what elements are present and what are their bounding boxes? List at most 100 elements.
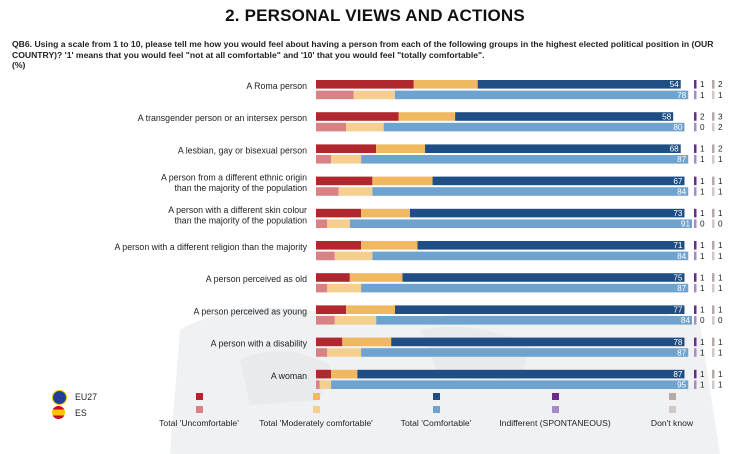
category-label: A woman bbox=[271, 371, 307, 381]
data-label: 75 bbox=[673, 273, 683, 282]
data-label: 2 bbox=[718, 123, 723, 132]
data-label: 1 bbox=[700, 306, 705, 315]
data-label: 0 bbox=[700, 316, 705, 325]
data-label: 84 bbox=[681, 316, 691, 325]
data-label: 1 bbox=[700, 177, 705, 186]
bar-segment-uncomfortable bbox=[316, 273, 350, 282]
marker-dont_know bbox=[712, 305, 715, 314]
marker-indifferent bbox=[694, 80, 697, 89]
bar-segment-comfortable bbox=[361, 155, 689, 164]
data-label: 1 bbox=[718, 209, 723, 218]
data-label: 1 bbox=[718, 91, 723, 100]
bar-segment-uncomfortable bbox=[316, 380, 320, 389]
marker-indifferent bbox=[694, 251, 697, 261]
eu-flag-icon bbox=[52, 390, 67, 405]
data-label: 1 bbox=[700, 381, 705, 390]
data-label: 1 bbox=[700, 209, 705, 218]
legend-swatch-eu bbox=[433, 393, 440, 400]
bar-segment-uncomfortable bbox=[316, 316, 335, 325]
legend-swatch-es bbox=[313, 406, 320, 413]
category-label: A person perceived as old bbox=[206, 274, 307, 284]
category-label: A transgender person or an intersex pers… bbox=[138, 113, 307, 123]
bar-segment-comfortable bbox=[376, 316, 692, 325]
bar-segment-uncomfortable bbox=[316, 283, 328, 293]
category-label: than the majority of the population bbox=[174, 215, 307, 225]
data-label: 0 bbox=[700, 220, 705, 229]
data-label: 58 bbox=[662, 112, 672, 121]
data-label: 87 bbox=[677, 155, 687, 164]
data-label: 2 bbox=[700, 112, 705, 121]
legend-swatch-eu bbox=[552, 393, 559, 400]
bar-segment-comfortable bbox=[394, 305, 685, 314]
marker-dont_know bbox=[712, 208, 715, 218]
bar-segment-uncomfortable bbox=[316, 112, 399, 121]
data-label: 73 bbox=[673, 209, 683, 218]
data-label: 87 bbox=[677, 284, 687, 293]
legend-swatch-eu bbox=[196, 393, 203, 400]
bar-segment-comfortable bbox=[432, 176, 685, 186]
bar-segment-comfortable bbox=[383, 122, 685, 132]
data-label: 87 bbox=[677, 348, 687, 357]
legend-label: Total 'Uncomfortable' bbox=[159, 418, 239, 428]
bar-segment-uncomfortable bbox=[316, 219, 328, 228]
bar-segment-comfortable bbox=[391, 337, 685, 347]
marker-indifferent bbox=[694, 369, 697, 379]
bar-segment-comfortable bbox=[402, 273, 685, 282]
data-label: 1 bbox=[718, 273, 723, 282]
legend-swatch-es bbox=[196, 406, 203, 413]
data-label: 71 bbox=[673, 241, 683, 250]
data-label: 1 bbox=[700, 284, 705, 293]
marker-indifferent bbox=[694, 144, 697, 153]
data-label: 1 bbox=[700, 241, 705, 250]
data-label: 0 bbox=[718, 220, 723, 229]
bar-segment-uncomfortable bbox=[316, 176, 373, 186]
marker-dont_know bbox=[712, 273, 715, 282]
data-label: 1 bbox=[718, 177, 723, 186]
data-label: 78 bbox=[673, 338, 683, 347]
bar-segment-comfortable bbox=[349, 219, 692, 228]
marker-indifferent bbox=[694, 348, 697, 357]
bar-segment-moderately bbox=[413, 80, 478, 89]
marker-indifferent bbox=[694, 122, 697, 132]
category-label: A lesbian, gay or bisexual person bbox=[178, 145, 307, 155]
data-label: 1 bbox=[718, 370, 723, 379]
marker-dont_know bbox=[712, 369, 715, 379]
bar-segment-comfortable bbox=[425, 144, 681, 153]
data-label: 1 bbox=[700, 145, 705, 154]
question-text: QB6. Using a scale from 1 to 10, please … bbox=[12, 39, 732, 71]
category-label: A person with a different religion than … bbox=[114, 242, 307, 252]
marker-dont_know bbox=[712, 122, 715, 132]
data-label: 80 bbox=[673, 123, 683, 132]
bar-segment-moderately bbox=[398, 112, 456, 121]
marker-indifferent bbox=[694, 90, 697, 100]
bar-segment-comfortable bbox=[361, 283, 689, 293]
data-label: 1 bbox=[718, 252, 723, 261]
bar-segment-uncomfortable bbox=[316, 337, 343, 347]
marker-dont_know bbox=[712, 144, 715, 153]
bar-segment-moderately bbox=[349, 273, 403, 282]
marker-indifferent bbox=[694, 305, 697, 314]
bar-segment-uncomfortable bbox=[316, 155, 332, 164]
data-label: 1 bbox=[700, 338, 705, 347]
data-label: 91 bbox=[681, 220, 691, 229]
bar-segment-moderately bbox=[346, 122, 384, 132]
bar-segment-comfortable bbox=[372, 251, 689, 261]
data-label: 1 bbox=[700, 348, 705, 357]
bar-segment-moderately bbox=[331, 369, 358, 379]
data-label: 77 bbox=[673, 306, 683, 315]
marker-dont_know bbox=[712, 155, 715, 164]
data-label: 2 bbox=[718, 145, 723, 154]
category-label: A person with a different skin colour bbox=[168, 205, 307, 215]
legend-swatch-es bbox=[433, 406, 440, 413]
legend-label: Total 'Comfortable' bbox=[400, 418, 472, 428]
data-label: 78 bbox=[677, 91, 687, 100]
category-label: than the majority of the population bbox=[174, 183, 307, 193]
data-label: 1 bbox=[718, 187, 723, 196]
bar-segment-uncomfortable bbox=[316, 241, 362, 250]
data-label: 84 bbox=[677, 187, 687, 196]
marker-dont_know bbox=[712, 90, 715, 100]
bar-segment-uncomfortable bbox=[316, 80, 414, 89]
bar-segment-moderately bbox=[338, 187, 373, 196]
data-label: 1 bbox=[700, 187, 705, 196]
bar-segment-moderately bbox=[327, 283, 362, 293]
